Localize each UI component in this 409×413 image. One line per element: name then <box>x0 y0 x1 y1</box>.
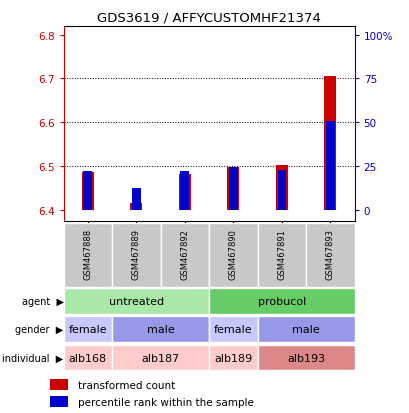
Text: gender  ▶: gender ▶ <box>15 325 63 335</box>
Bar <box>112 345 209 370</box>
Bar <box>130 204 142 211</box>
Bar <box>63 345 112 370</box>
Bar <box>209 223 257 287</box>
Text: GSM467892: GSM467892 <box>180 228 189 279</box>
Bar <box>227 168 239 211</box>
Text: alb193: alb193 <box>286 353 324 363</box>
Text: agent  ▶: agent ▶ <box>22 297 63 306</box>
Bar <box>257 317 354 342</box>
Bar <box>306 223 354 287</box>
Bar <box>160 223 209 287</box>
Bar <box>257 345 354 370</box>
Bar <box>83 171 92 211</box>
Text: alb189: alb189 <box>214 353 252 363</box>
Bar <box>63 223 112 287</box>
Text: transformed count: transformed count <box>78 380 175 390</box>
Bar <box>229 167 237 211</box>
Bar <box>63 289 209 314</box>
Bar <box>50 379 68 390</box>
Text: GSM467889: GSM467889 <box>132 228 140 280</box>
Bar <box>112 223 160 287</box>
Bar <box>325 122 334 211</box>
Text: individual  ▶: individual ▶ <box>2 353 63 363</box>
Text: GSM467891: GSM467891 <box>277 228 285 279</box>
Bar <box>132 189 140 211</box>
Bar <box>277 170 285 211</box>
Text: alb168: alb168 <box>69 353 107 363</box>
Title: GDS3619 / AFFYCUSTOMHF21374: GDS3619 / AFFYCUSTOMHF21374 <box>97 11 320 24</box>
Bar <box>209 345 257 370</box>
Bar <box>209 289 354 314</box>
Text: female: female <box>213 325 252 335</box>
Text: percentile rank within the sample: percentile rank within the sample <box>78 397 253 407</box>
Text: GSM467890: GSM467890 <box>228 228 237 279</box>
Text: male: male <box>146 325 174 335</box>
Text: alb187: alb187 <box>141 353 179 363</box>
Text: male: male <box>292 325 319 335</box>
Text: untreated: untreated <box>108 297 164 306</box>
Bar <box>275 166 287 211</box>
Bar <box>180 171 189 211</box>
Text: GSM467893: GSM467893 <box>325 228 334 280</box>
Bar <box>112 317 209 342</box>
Bar <box>209 317 257 342</box>
Bar <box>63 317 112 342</box>
Bar <box>257 223 306 287</box>
Text: probucol: probucol <box>257 297 305 306</box>
Bar <box>50 396 68 408</box>
Bar <box>178 175 191 211</box>
Text: female: female <box>68 325 107 335</box>
Bar <box>81 173 94 211</box>
Bar <box>324 77 336 211</box>
Text: GSM467888: GSM467888 <box>83 228 92 280</box>
